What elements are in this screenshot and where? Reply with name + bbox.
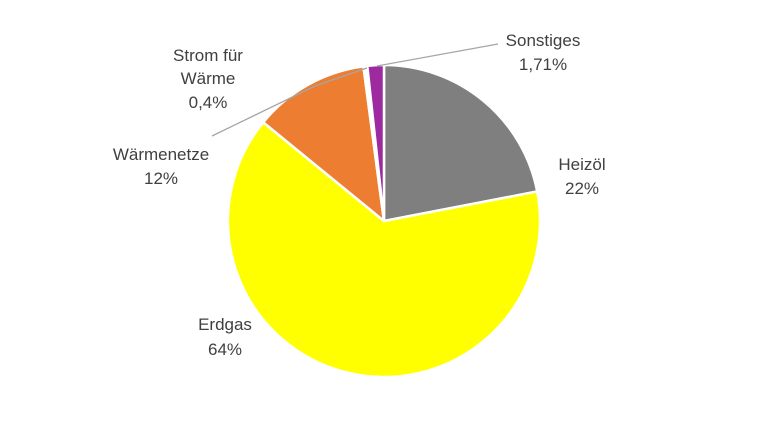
label-heizoel-value: 22%	[565, 179, 599, 198]
label-erdgas-value: 64%	[208, 340, 242, 359]
pie-slices	[226, 63, 542, 379]
label-strom-name-line2: Wärme	[181, 69, 236, 88]
label-erdgas-name: Erdgas	[198, 315, 252, 334]
label-waermenetze-value: 12%	[144, 169, 178, 188]
pie-slice-2	[261, 65, 386, 223]
label-sonstiges-value: 1,71%	[519, 55, 567, 74]
leader-line-strom	[211, 67, 368, 137]
label-strom-name-line1: Strom für	[173, 46, 243, 65]
leader-lines	[211, 43, 499, 137]
label-waermenetze-name: Wärmenetze	[113, 145, 209, 164]
pie-slice-1	[226, 121, 542, 379]
label-strom-value: 0,4%	[189, 93, 228, 112]
pie-slice-0	[382, 63, 539, 223]
label-heizoel-name: Heizöl	[558, 155, 605, 174]
leader-line-sonstiges	[376, 43, 499, 67]
label-sonstiges-name: Sonstiges	[506, 31, 581, 50]
data-labels: Heizöl 22% Erdgas 64% Wärmenetze 12% Str…	[113, 31, 606, 359]
